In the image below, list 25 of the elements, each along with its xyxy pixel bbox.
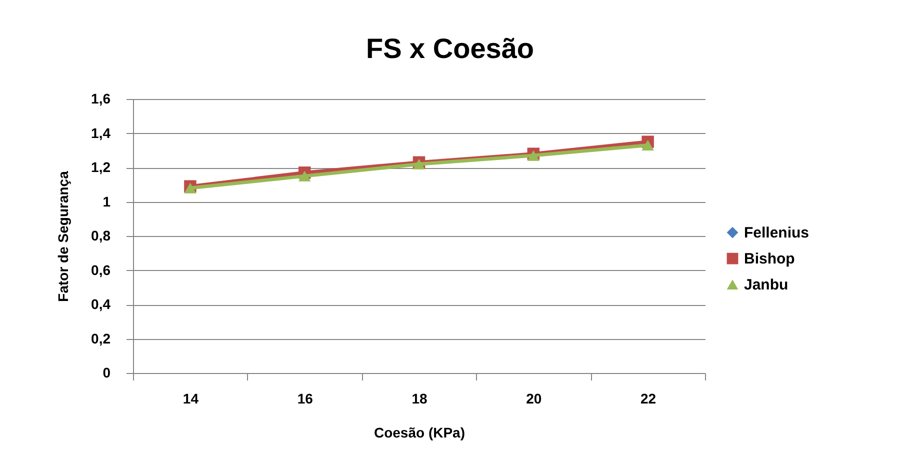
x-axis-title: Coesão (KPa) xyxy=(374,424,466,440)
point xyxy=(184,182,196,194)
point xyxy=(527,150,540,161)
x-tick-label: 14 xyxy=(182,390,199,406)
legend-label: Fellenius xyxy=(744,224,810,242)
y-tick-label: 0,6 xyxy=(91,262,111,278)
x-tick-label: 16 xyxy=(297,390,314,406)
y-tick-label: 1,4 xyxy=(91,124,111,141)
legend-label: Bishop xyxy=(744,250,795,268)
point xyxy=(298,170,311,182)
x-tick-label: 20 xyxy=(526,390,542,406)
y-tick-label: 1,2 xyxy=(91,159,111,175)
y-tick-label: 0,4 xyxy=(91,296,111,312)
y-tick-label: 0,8 xyxy=(91,228,111,244)
point xyxy=(412,158,426,170)
legend-label: Janbu xyxy=(744,276,788,294)
chart-title: FS x Coesão xyxy=(366,33,534,64)
x-tick-label: 18 xyxy=(412,390,428,406)
y-tick-label: 1,6 xyxy=(91,90,111,106)
y-tick-label: 0 xyxy=(102,364,111,380)
y-axis-title: Fator de Segurança xyxy=(55,170,72,302)
x-tick-label: 22 xyxy=(640,390,656,406)
point xyxy=(642,140,654,151)
y-tick-label: 1 xyxy=(102,193,111,210)
y-tick-label: 0,2 xyxy=(91,330,111,346)
